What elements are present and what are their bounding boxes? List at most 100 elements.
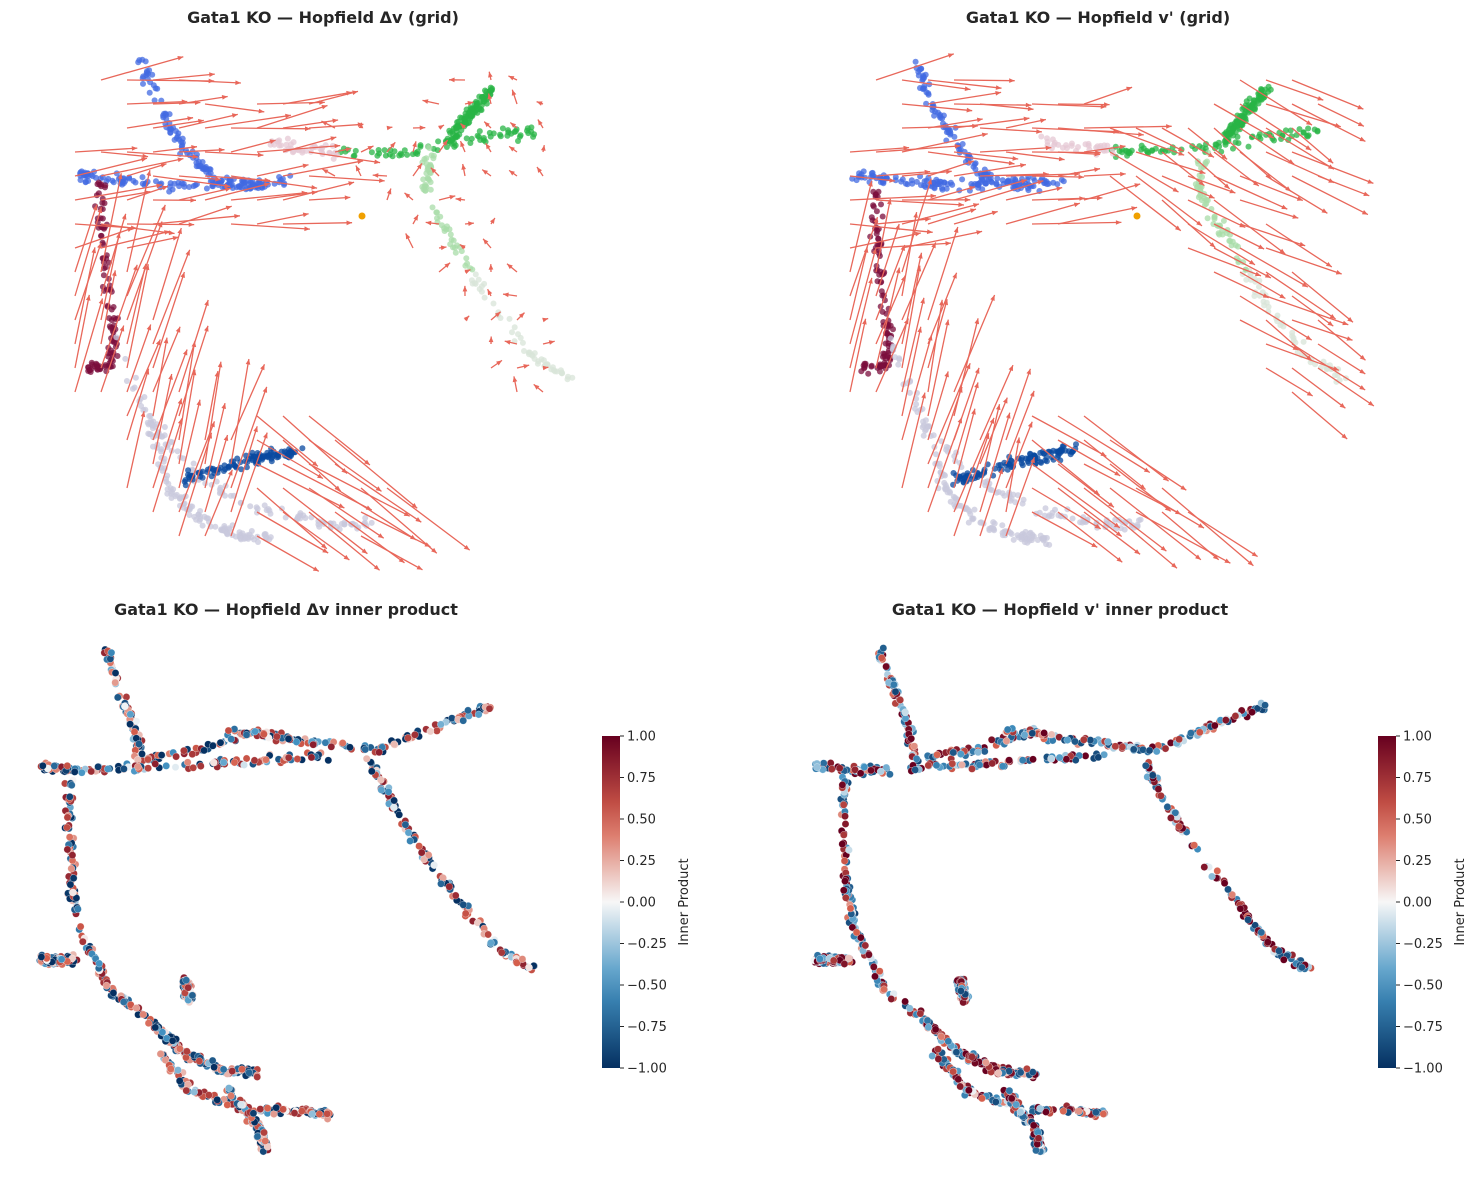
cell-point bbox=[882, 763, 891, 772]
velocity-arrow-head bbox=[1164, 506, 1171, 512]
cell-point bbox=[528, 128, 535, 135]
panel-title-vprime-inner: Gata1 KO — Hopfield v' inner product bbox=[891, 600, 1229, 619]
velocity-arrow bbox=[1005, 421, 1033, 489]
cell-point bbox=[1157, 792, 1165, 800]
cell-point bbox=[270, 1110, 278, 1118]
velocity-arrow bbox=[256, 511, 329, 554]
velocity-arrow-head bbox=[269, 139, 276, 144]
velocity-arrow bbox=[1265, 127, 1335, 170]
velocity-arrow bbox=[152, 175, 231, 188]
cell-point bbox=[1081, 752, 1090, 760]
velocity-arrow-head bbox=[1008, 365, 1013, 372]
cell-point bbox=[65, 833, 74, 841]
velocity-arrow bbox=[979, 404, 1001, 489]
velocity-arrow-head bbox=[263, 432, 268, 439]
cell-point bbox=[910, 742, 919, 750]
cell-point bbox=[130, 728, 139, 736]
cell-point bbox=[497, 131, 503, 138]
velocity-arrow bbox=[901, 392, 926, 489]
velocity-arrow-head bbox=[1175, 225, 1181, 231]
velocity-arrow-head bbox=[947, 53, 954, 58]
velocity-arrow-head bbox=[191, 145, 197, 150]
velocity-arrow-head bbox=[175, 326, 181, 333]
cell-point bbox=[1133, 212, 1141, 220]
velocity-arrow-head bbox=[964, 197, 971, 203]
cell-point bbox=[404, 151, 411, 158]
cell-point bbox=[227, 1092, 235, 1100]
cell-point bbox=[987, 736, 996, 744]
velocity-arrow-head bbox=[1209, 242, 1216, 248]
cell-point bbox=[98, 232, 105, 239]
velocity-arrow-head bbox=[146, 324, 152, 331]
cell-point bbox=[474, 919, 482, 927]
velocity-arrow bbox=[1213, 223, 1265, 250]
velocity-arrow bbox=[126, 324, 152, 393]
velocity-arrow bbox=[1083, 183, 1141, 201]
cell-point bbox=[213, 1096, 221, 1104]
velocity-arrow-head bbox=[943, 299, 948, 306]
cell-point bbox=[163, 475, 170, 482]
velocity-arrow bbox=[1291, 103, 1366, 142]
cell-point bbox=[521, 348, 527, 354]
cell-point bbox=[994, 175, 1001, 182]
velocity-arrow-head bbox=[920, 297, 925, 304]
cell-point bbox=[1256, 283, 1262, 290]
velocity-arrow-head bbox=[1357, 104, 1364, 110]
cell-point bbox=[1211, 213, 1218, 220]
velocity-arrow bbox=[1057, 206, 1138, 225]
velocity-arrow bbox=[1291, 295, 1334, 327]
cell-point bbox=[95, 959, 103, 968]
velocity-arrow bbox=[849, 318, 867, 393]
cell-point bbox=[443, 226, 450, 233]
cell-point bbox=[1117, 525, 1124, 532]
velocity-arrow bbox=[230, 358, 250, 465]
cell-point bbox=[172, 752, 180, 761]
cell-point bbox=[852, 928, 861, 937]
cell-point bbox=[447, 241, 454, 248]
cell-point bbox=[994, 1069, 1003, 1077]
cell-point bbox=[1052, 506, 1058, 513]
cell-point bbox=[1300, 129, 1307, 136]
velocity-arrow-head bbox=[1359, 355, 1366, 361]
cell-point bbox=[99, 215, 106, 222]
velocity-arrow bbox=[979, 146, 1052, 153]
velocity-arrow-head bbox=[361, 548, 368, 554]
cell-point bbox=[513, 126, 520, 133]
velocity-arrow bbox=[308, 463, 410, 517]
cell-point bbox=[933, 751, 941, 759]
cell-point bbox=[351, 152, 358, 159]
cell-point bbox=[404, 828, 413, 837]
velocity-arrow bbox=[1161, 151, 1205, 187]
cell-point bbox=[1039, 175, 1046, 182]
velocity-arrow-head bbox=[1115, 531, 1122, 537]
cell-point bbox=[1231, 712, 1240, 720]
velocity-arrow-head bbox=[312, 566, 319, 572]
velocity-arrow-head bbox=[966, 107, 973, 113]
velocity-arrow-head bbox=[868, 277, 873, 284]
velocity-arrow-head bbox=[1116, 557, 1123, 563]
cell-point bbox=[1046, 541, 1053, 548]
cell-point bbox=[461, 909, 470, 918]
cell-point bbox=[180, 746, 188, 755]
cell-point bbox=[959, 176, 966, 183]
velocity-arrow bbox=[204, 469, 233, 537]
velocity-arrow-head bbox=[1325, 262, 1332, 267]
cell-point bbox=[266, 507, 273, 514]
cell-point bbox=[487, 84, 494, 91]
cell-point bbox=[242, 754, 251, 763]
cell-point bbox=[906, 389, 913, 396]
cell-point bbox=[876, 767, 885, 776]
cell-point bbox=[873, 208, 880, 215]
velocity-arrow-head bbox=[1131, 206, 1138, 211]
cell-point bbox=[238, 1065, 246, 1074]
velocity-arrow bbox=[1187, 127, 1228, 160]
velocity-arrow-head bbox=[1279, 293, 1286, 299]
cell-point bbox=[122, 355, 129, 362]
velocity-arrow-head bbox=[1114, 471, 1121, 476]
cell-point bbox=[468, 105, 475, 112]
cell-point bbox=[284, 135, 291, 142]
cell-point bbox=[455, 118, 462, 125]
cell-point bbox=[355, 524, 362, 531]
velocity-arrow-head bbox=[235, 80, 241, 85]
cell-point bbox=[415, 842, 423, 850]
